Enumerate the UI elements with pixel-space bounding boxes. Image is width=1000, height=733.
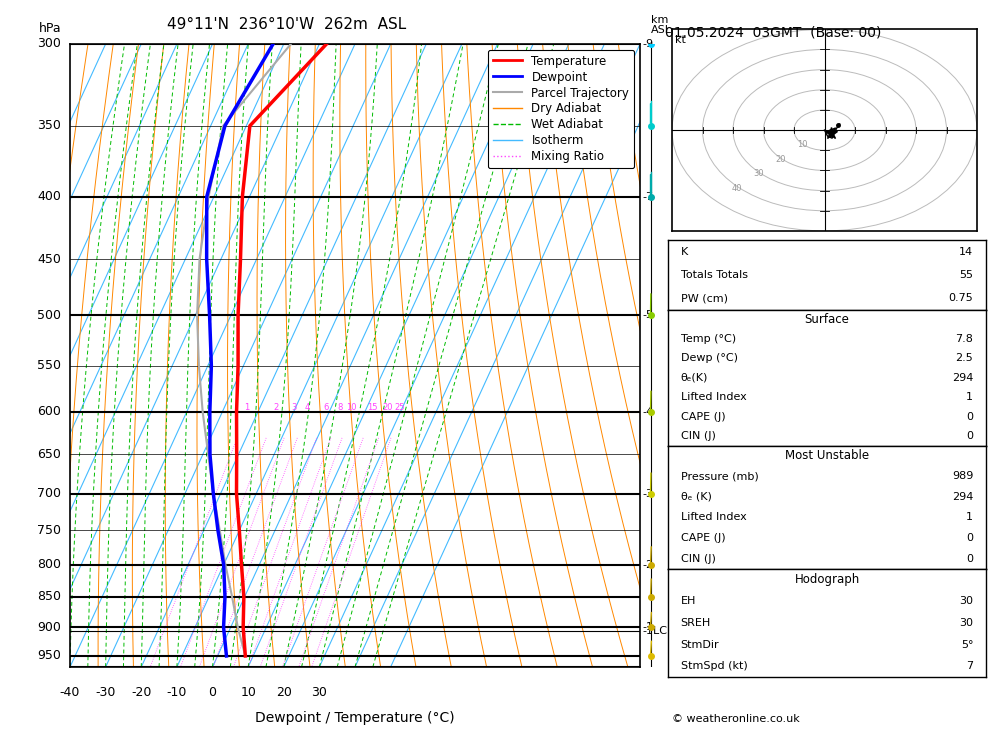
- Text: 20: 20: [775, 155, 786, 163]
- Text: Dewp (°C): Dewp (°C): [681, 353, 738, 364]
- Text: 30: 30: [959, 618, 973, 628]
- Text: 700: 700: [37, 487, 61, 501]
- Text: 2.5: 2.5: [956, 353, 973, 364]
- Text: 14: 14: [959, 247, 973, 257]
- Text: 6: 6: [323, 403, 329, 412]
- Text: Lifted Index: Lifted Index: [681, 512, 746, 523]
- Text: -3: -3: [643, 489, 654, 499]
- Text: 10: 10: [346, 403, 357, 412]
- Text: SREH: SREH: [681, 618, 711, 628]
- Text: 400: 400: [38, 191, 61, 203]
- Text: 1: 1: [966, 392, 973, 402]
- Text: 950: 950: [38, 649, 61, 663]
- Text: 550: 550: [37, 359, 61, 372]
- Text: 55: 55: [959, 270, 973, 280]
- Text: CAPE (J): CAPE (J): [681, 412, 725, 421]
- Text: CAPE (J): CAPE (J): [681, 533, 725, 543]
- Text: 0: 0: [966, 412, 973, 421]
- Text: kt: kt: [675, 35, 686, 45]
- Text: -10: -10: [167, 686, 187, 699]
- Text: θₑ(K): θₑ(K): [681, 373, 708, 383]
- Text: -2: -2: [643, 560, 654, 570]
- Text: Totals Totals: Totals Totals: [681, 270, 748, 280]
- Text: 1: 1: [244, 403, 250, 412]
- Text: 0: 0: [966, 533, 973, 543]
- Text: K: K: [681, 247, 688, 257]
- Text: EH: EH: [681, 597, 696, 606]
- Text: 3: 3: [291, 403, 296, 412]
- Text: 5°: 5°: [961, 640, 973, 649]
- Text: 01.05.2024  03GMT  (Base: 00): 01.05.2024 03GMT (Base: 00): [665, 26, 881, 40]
- Text: 30: 30: [311, 686, 327, 699]
- Text: 450: 450: [38, 253, 61, 266]
- Text: 20: 20: [382, 403, 393, 412]
- Text: -5: -5: [643, 310, 654, 320]
- Text: hPa: hPa: [39, 22, 61, 34]
- Text: Temp (°C): Temp (°C): [681, 334, 736, 344]
- Text: 30: 30: [753, 169, 764, 178]
- Text: 20: 20: [276, 686, 292, 699]
- Text: 350: 350: [38, 119, 61, 133]
- Text: -40: -40: [60, 686, 80, 699]
- Text: 7.8: 7.8: [955, 334, 973, 344]
- Text: 4: 4: [304, 403, 309, 412]
- Text: 800: 800: [37, 559, 61, 571]
- Text: 7: 7: [966, 661, 973, 671]
- Text: 850: 850: [37, 590, 61, 603]
- Text: 10: 10: [797, 140, 808, 149]
- Text: -1: -1: [643, 622, 654, 633]
- Text: 49°11'N  236°10'W  262m  ASL: 49°11'N 236°10'W 262m ASL: [167, 17, 406, 32]
- Text: Most Unstable: Most Unstable: [785, 449, 869, 463]
- Text: 0.75: 0.75: [949, 293, 973, 303]
- Text: StmSpd (kt): StmSpd (kt): [681, 661, 747, 671]
- Text: -4: -4: [643, 407, 654, 417]
- Text: -7: -7: [643, 192, 654, 202]
- Text: 2: 2: [273, 403, 279, 412]
- Text: 0: 0: [208, 686, 216, 699]
- Text: 40: 40: [731, 184, 742, 193]
- Text: 600: 600: [38, 405, 61, 419]
- Text: Lifted Index: Lifted Index: [681, 392, 746, 402]
- Text: 294: 294: [952, 373, 973, 383]
- Text: CIN (J): CIN (J): [681, 431, 716, 441]
- Text: 989: 989: [952, 471, 973, 482]
- Text: -20: -20: [131, 686, 151, 699]
- Text: -30: -30: [95, 686, 116, 699]
- Text: PW (cm): PW (cm): [681, 293, 728, 303]
- Text: 900: 900: [38, 621, 61, 634]
- Text: Dewpoint / Temperature (°C): Dewpoint / Temperature (°C): [255, 711, 455, 725]
- Text: Pressure (mb): Pressure (mb): [681, 471, 758, 482]
- Text: -9: -9: [643, 39, 654, 49]
- Text: km
ASL: km ASL: [651, 15, 672, 34]
- Text: -1LCL: -1LCL: [643, 627, 674, 636]
- Text: StmDir: StmDir: [681, 640, 719, 649]
- Text: 500: 500: [37, 309, 61, 322]
- Text: 650: 650: [38, 448, 61, 461]
- Text: 294: 294: [952, 492, 973, 502]
- Text: CIN (J): CIN (J): [681, 553, 716, 564]
- Text: θₑ (K): θₑ (K): [681, 492, 712, 502]
- Text: 0: 0: [966, 553, 973, 564]
- Text: 0: 0: [966, 431, 973, 441]
- Legend: Temperature, Dewpoint, Parcel Trajectory, Dry Adiabat, Wet Adiabat, Isotherm, Mi: Temperature, Dewpoint, Parcel Trajectory…: [488, 50, 634, 168]
- Text: © weatheronline.co.uk: © weatheronline.co.uk: [672, 714, 800, 724]
- Text: 25: 25: [395, 403, 405, 412]
- Text: 30: 30: [959, 597, 973, 606]
- Text: Surface: Surface: [805, 313, 849, 326]
- Text: 750: 750: [37, 524, 61, 537]
- Text: 8: 8: [337, 403, 343, 412]
- Text: Mixing Ratio (g/kg): Mixing Ratio (g/kg): [675, 303, 685, 408]
- Text: 1: 1: [966, 512, 973, 523]
- Text: 10: 10: [240, 686, 256, 699]
- Text: 15: 15: [367, 403, 378, 412]
- Text: Hodograph: Hodograph: [794, 573, 860, 586]
- Text: 300: 300: [38, 37, 61, 51]
